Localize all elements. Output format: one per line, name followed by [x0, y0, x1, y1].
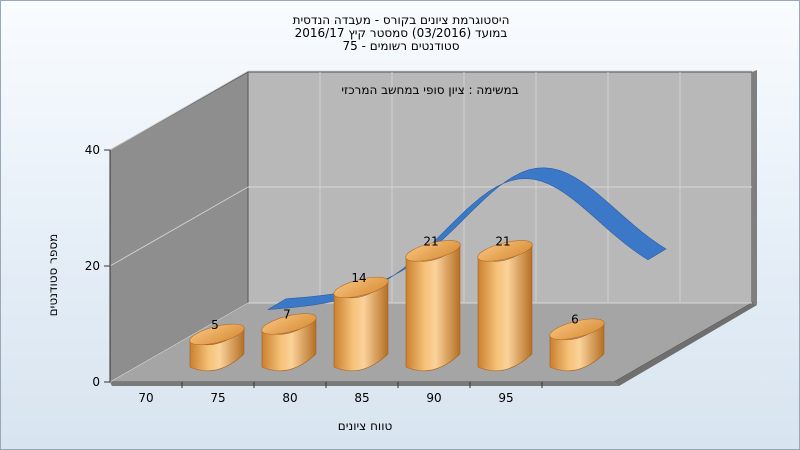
bar-data-label: 6	[571, 313, 579, 327]
x-tick-label: 95	[498, 391, 513, 405]
bar-data-label: 7	[283, 307, 291, 321]
bar-series	[189, 240, 605, 372]
bar-top-cap	[405, 240, 461, 262]
gridline-side	[109, 302, 249, 383]
bar-top-cap	[549, 318, 605, 340]
bar-data-label: 14	[351, 271, 366, 285]
y-tick-label: 20	[85, 259, 100, 273]
bar-top-cap	[333, 276, 389, 299]
x-tick-label: 70	[138, 391, 153, 405]
bar-data-label: 21	[423, 234, 438, 248]
bar-data-labels: 5 7 14 21 21 6	[211, 234, 579, 332]
bar	[549, 318, 605, 372]
bar	[477, 240, 533, 372]
bar-top-cap	[189, 323, 245, 346]
bar-body	[405, 243, 461, 372]
bar-top-cap	[261, 313, 317, 335]
x-tick-label: 90	[426, 391, 441, 405]
chart-title-line-3: סטודנטים רשומים - 75	[342, 39, 460, 53]
y-tick-label: 40	[85, 143, 100, 157]
x-tick-label: 80	[282, 391, 297, 405]
gridline-side	[109, 70, 249, 151]
floor-front-edge	[110, 382, 619, 386]
bar-top-cap	[477, 240, 533, 262]
bar	[189, 323, 245, 372]
y-tick-label: 0	[92, 375, 100, 389]
chart-subtitle: במשימה : ציון סופי במחשב המרכזי	[341, 83, 519, 97]
x-axis-label: טווח ציונים	[337, 419, 393, 433]
x-tick-label: 85	[354, 391, 369, 405]
bar	[333, 276, 389, 372]
bar-body	[477, 243, 533, 372]
y-axis-label: מספר סטודנטים	[46, 233, 60, 317]
x-tick-label: 75	[210, 391, 225, 405]
back-wall-edge	[752, 70, 757, 305]
bar	[405, 240, 461, 372]
bar-data-label: 5	[211, 318, 219, 332]
chart-title-line-2: במועד (03/2016) סמסטר קיץ 2016/17	[294, 26, 508, 40]
chart-title-line-1: היסטוגרמת ציונים בקורס - מעבדה הנדסית	[292, 13, 510, 27]
bar	[261, 313, 317, 372]
gridline-side	[109, 186, 249, 267]
bar-data-label: 21	[495, 234, 510, 248]
floor-edge	[614, 303, 757, 386]
